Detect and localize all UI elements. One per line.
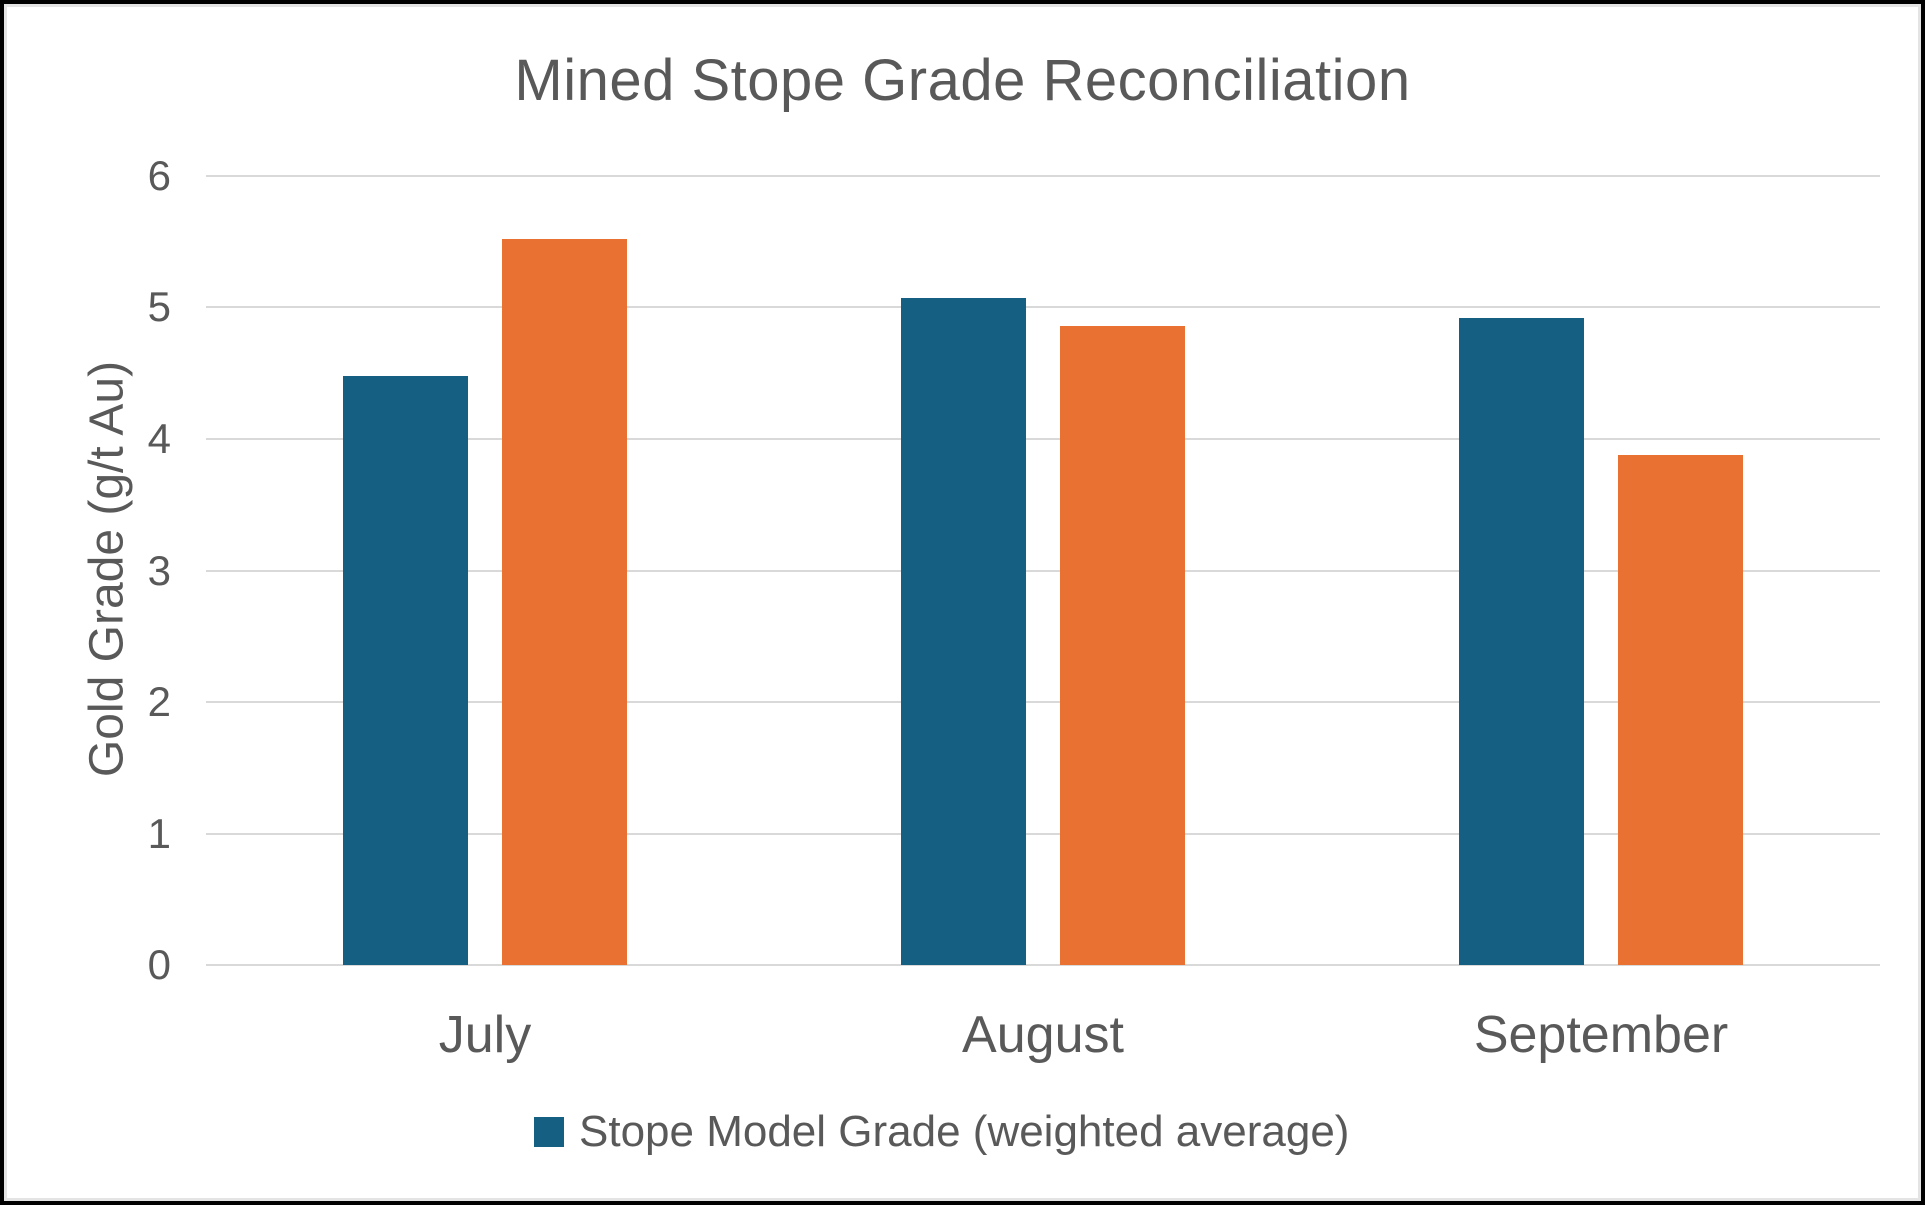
y-tick-label: 5 [147, 283, 171, 331]
y-tick-label: 4 [147, 414, 171, 462]
legend-swatch-icon [534, 1117, 564, 1147]
plot-categories [206, 176, 1880, 965]
y-tick-label: 2 [147, 677, 171, 725]
plot-area [206, 175, 1880, 966]
gridline [206, 964, 1880, 966]
category-group-july [206, 176, 764, 965]
y-tick-labels: 0 1 2 3 4 5 6 [103, 152, 183, 988]
x-axis-label-september: September [1473, 1006, 1729, 1064]
gridline [206, 175, 1880, 177]
y-tick-label: 6 [147, 152, 171, 199]
x-axis-label-july: July [438, 1006, 532, 1064]
bar-series1-august [901, 298, 1026, 965]
chart-title: Mined Stope Grade Reconciliation [514, 48, 1411, 113]
x-axis-label-august: August [962, 1006, 1124, 1064]
legend: Stope Model Grade (weighted average) [534, 1107, 1349, 1157]
bar-series1-september [1459, 318, 1584, 965]
gridline [206, 700, 1880, 703]
y-tick-label: 0 [147, 941, 171, 988]
y-tick-label: 3 [147, 546, 171, 594]
bar-series2-july [502, 239, 627, 965]
category-group-august [764, 176, 1322, 965]
category-group-september [1322, 176, 1880, 965]
bar-chart: Mined Stope Grade Reconciliation Gold Gr… [7, 7, 1918, 1198]
legend-label: Stope Model Grade (weighted average) [579, 1107, 1350, 1156]
gridline [206, 832, 1880, 835]
bar-series2-september [1618, 454, 1743, 965]
gridline [206, 437, 1880, 440]
x-axis-labels: July August September [206, 1005, 1880, 1065]
chart-canvas: Mined Stope Grade Reconciliation Gold Gr… [4, 4, 1921, 1201]
gridlines [206, 175, 1880, 966]
gridline [206, 306, 1880, 309]
bar-series2-august [1060, 325, 1185, 965]
bar-series1-july [343, 375, 468, 965]
gridline [206, 569, 1880, 572]
y-tick-label: 1 [147, 809, 171, 857]
